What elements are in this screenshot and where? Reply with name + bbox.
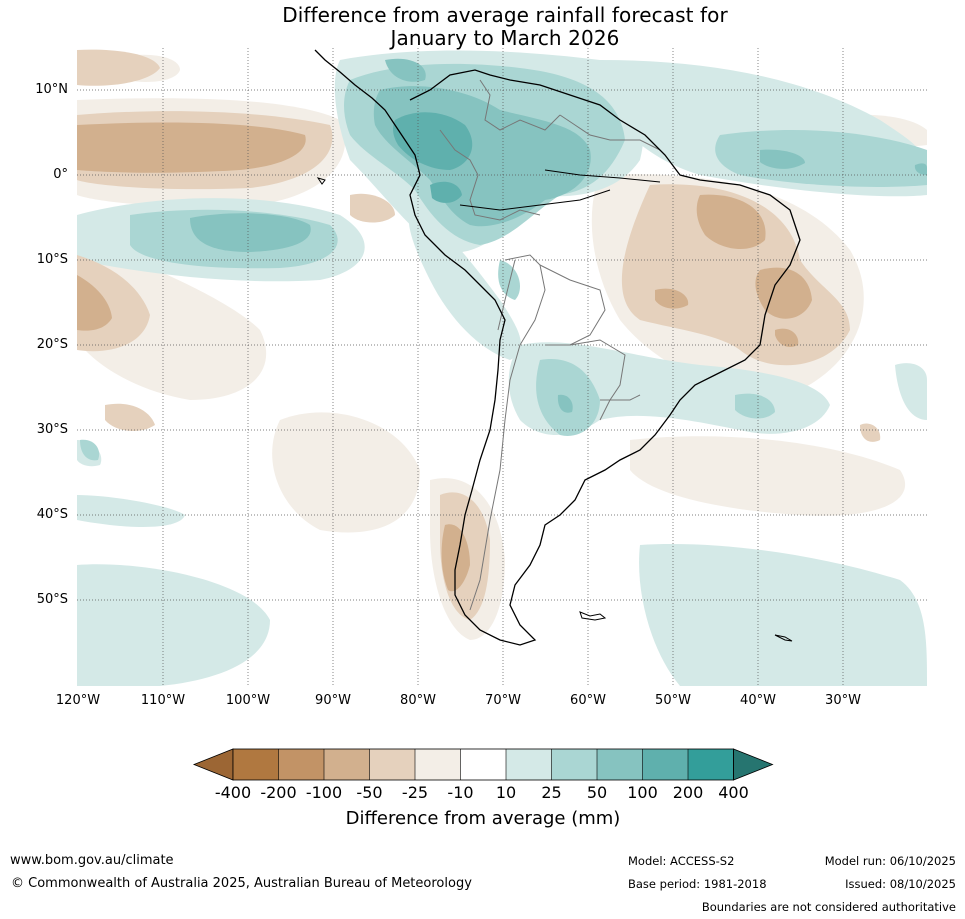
colorbar-tick-label: -10 — [447, 783, 474, 802]
wet-region-stronger — [393, 112, 473, 170]
wet-region-strong — [190, 213, 311, 252]
colorbar-tick-label: -50 — [356, 783, 383, 802]
coastline-detail — [544, 169, 661, 183]
country-borders — [439, 79, 661, 611]
dry-region-light — [272, 412, 420, 533]
dry-region-strong — [77, 122, 306, 173]
footer-issued: Issued: 08/10/2025 — [845, 877, 956, 891]
dry-region-strong — [755, 267, 812, 319]
wet-region-light — [895, 363, 927, 420]
dry-region-medium — [860, 423, 881, 442]
wet-region-stronger — [430, 181, 462, 203]
colorbar-tick-label: -400 — [214, 783, 252, 802]
dry-region-strong — [696, 194, 766, 250]
title-line-1: Difference from average rainfall forecas… — [282, 3, 728, 27]
colorbar-segment — [369, 749, 415, 780]
dry-region-medium — [621, 184, 850, 366]
lon-label: 60°W — [570, 693, 606, 708]
colorbar-segment — [597, 749, 643, 780]
island-detail — [316, 177, 326, 185]
dry-region-strong — [441, 524, 470, 592]
dry-region-light — [630, 436, 906, 516]
colorbar-segment — [324, 749, 370, 780]
footer-disclaimer: Boundaries are not considered authoritat… — [701, 900, 956, 914]
wet-region-medium — [735, 393, 775, 419]
lon-label: 30°W — [825, 693, 861, 708]
lon-label: 110°W — [140, 693, 186, 708]
colorbar-segment — [460, 749, 506, 780]
lon-label: 80°W — [400, 693, 436, 708]
colorbar-segment — [551, 749, 597, 780]
footer-model-run: Model run: 06/10/2025 — [824, 854, 956, 868]
wet-region-light — [77, 495, 185, 527]
footer-model: Model: ACCESS-S2 — [628, 854, 735, 868]
dry-region-strong — [77, 275, 112, 331]
island-detail — [774, 634, 793, 642]
dry-region-strong — [775, 328, 799, 347]
rainfall-anomaly-layer — [77, 48, 927, 686]
lat-label: 10°N — [35, 82, 68, 97]
lat-label: 20°S — [36, 337, 68, 352]
colorbar-tick-label: -200 — [260, 783, 297, 802]
wet-region-strong — [385, 58, 426, 82]
colorbar-segment — [688, 749, 734, 780]
wet-region-strong — [557, 394, 573, 413]
dry-region-medium — [350, 193, 395, 223]
colorbar — [192, 748, 774, 781]
wet-region-light — [639, 544, 927, 686]
lat-label: 10°S — [36, 252, 68, 267]
south-america-coastline — [314, 49, 801, 646]
wet-region-medium — [498, 260, 520, 300]
wet-region-strong — [760, 149, 805, 169]
chart-title: Difference from average rainfall forecas… — [0, 4, 965, 50]
colorbar-tick-label: 25 — [541, 783, 562, 802]
colorbar-tick-label: -100 — [305, 783, 343, 802]
dry-region-medium — [77, 49, 160, 86]
colorbar-tick-label: 50 — [586, 783, 608, 802]
lon-label: 90°W — [315, 693, 351, 708]
lon-label: 70°W — [485, 693, 521, 708]
coastline-detail — [459, 189, 611, 211]
footer-base-period: Base period: 1981-2018 — [628, 877, 767, 891]
colorbar-segment — [233, 749, 279, 780]
colorbar-arrow-low — [192, 748, 234, 781]
colorbar-tick-label: 200 — [672, 783, 704, 802]
colorbar-title: Difference from average (mm) — [345, 808, 621, 829]
colorbar-tick-label: 10 — [495, 783, 517, 802]
wet-region-medium — [80, 439, 100, 461]
colorbar-tick-label: 100 — [627, 783, 658, 802]
lon-label: 50°W — [655, 693, 691, 708]
colorbar-segment — [278, 749, 324, 780]
colorbar-segment — [642, 749, 688, 780]
dry-region-medium — [105, 403, 155, 432]
colorbar-segment — [506, 749, 552, 780]
lat-label: 50°S — [36, 592, 68, 607]
lon-label: 120°W — [55, 693, 101, 708]
wet-region-medium — [715, 130, 927, 187]
lat-label: 40°S — [36, 507, 68, 522]
colorbar-tick-label: -25 — [401, 783, 429, 802]
colorbar-frame — [232, 748, 734, 781]
wet-region-light — [77, 564, 270, 686]
footer-copyright: © Commonwealth of Australia 2025, Austra… — [11, 876, 472, 891]
lat-label: 0° — [53, 167, 68, 182]
falkland-islands — [579, 611, 607, 621]
colorbar-arrow-high — [733, 748, 774, 781]
colorbar-tick-label: 400 — [718, 783, 749, 802]
footer-website: www.bom.gov.au/climate — [10, 853, 174, 868]
lat-label: 30°S — [36, 422, 68, 437]
lon-label: 100°W — [225, 693, 271, 708]
colorbar-segment — [415, 749, 461, 780]
dry-region-strong — [655, 288, 689, 309]
lon-label: 40°W — [740, 693, 776, 708]
graticule — [77, 48, 927, 686]
title-line-2: January to March 2026 — [390, 26, 620, 50]
wet-region-strong — [914, 163, 927, 175]
